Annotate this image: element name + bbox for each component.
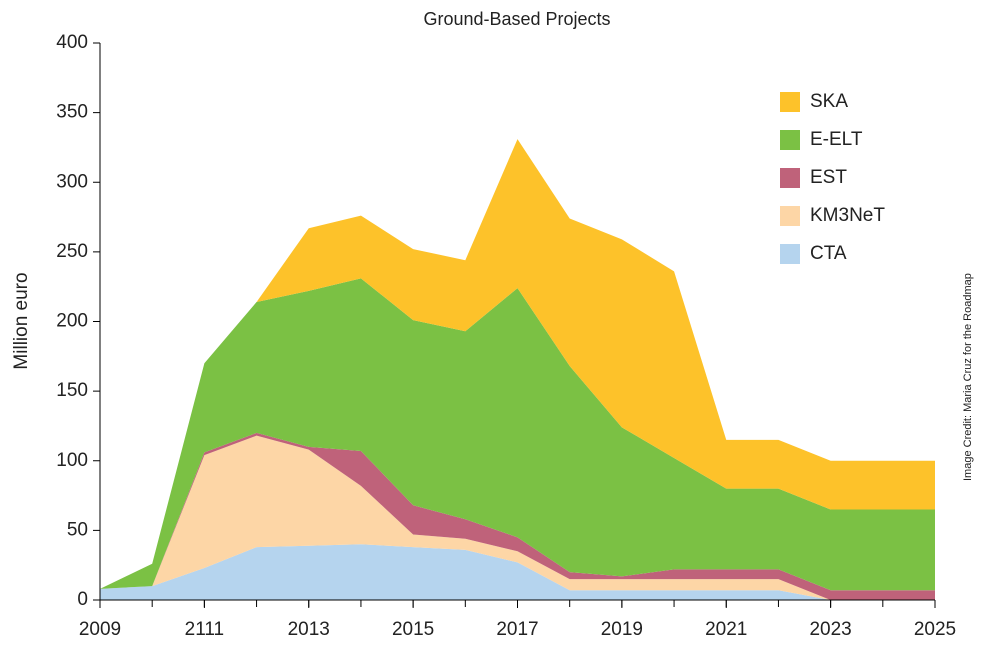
- y-tick-label: 350: [56, 102, 88, 123]
- y-tick-label: 200: [56, 311, 88, 332]
- x-tick-label: 2017: [496, 619, 538, 640]
- y-tick-label: 300: [56, 171, 88, 192]
- y-axis-label: Million euro: [11, 272, 32, 369]
- x-tick-label: 2023: [809, 619, 851, 640]
- legend-swatch: [780, 130, 800, 150]
- x-tick-label: 2009: [79, 619, 121, 640]
- legend-swatch: [780, 244, 800, 264]
- x-tick-label: 2013: [288, 619, 330, 640]
- chart-title: Ground-Based Projects: [423, 9, 610, 29]
- y-tick-label: 250: [56, 241, 88, 262]
- legend-swatch: [780, 206, 800, 226]
- y-tick-label: 50: [67, 519, 88, 540]
- legend-label: KM3NeT: [810, 205, 885, 226]
- y-tick-label: 100: [56, 450, 88, 471]
- area: [100, 544, 935, 600]
- legend-label: SKA: [810, 91, 848, 112]
- x-tick-label: 2019: [601, 619, 643, 640]
- legend-label: CTA: [810, 243, 847, 264]
- legend-swatch: [780, 168, 800, 188]
- legend-label: EST: [810, 167, 847, 188]
- x-tick-label: 2021: [705, 619, 747, 640]
- legend-swatch: [780, 92, 800, 112]
- area: [100, 435, 935, 600]
- area: [100, 139, 935, 589]
- y-tick-label: 400: [56, 32, 88, 53]
- area: [100, 278, 935, 591]
- image-credit: Image Credit: Maria Cruz for the Roadmap: [962, 273, 974, 481]
- y-tick-label: 0: [77, 589, 88, 610]
- y-tick-label: 150: [56, 380, 88, 401]
- legend-label: E-ELT: [810, 129, 863, 150]
- x-tick-label: 2015: [392, 619, 434, 640]
- x-tick-label: 2111: [185, 619, 224, 640]
- x-tick-label: 2025: [914, 619, 956, 640]
